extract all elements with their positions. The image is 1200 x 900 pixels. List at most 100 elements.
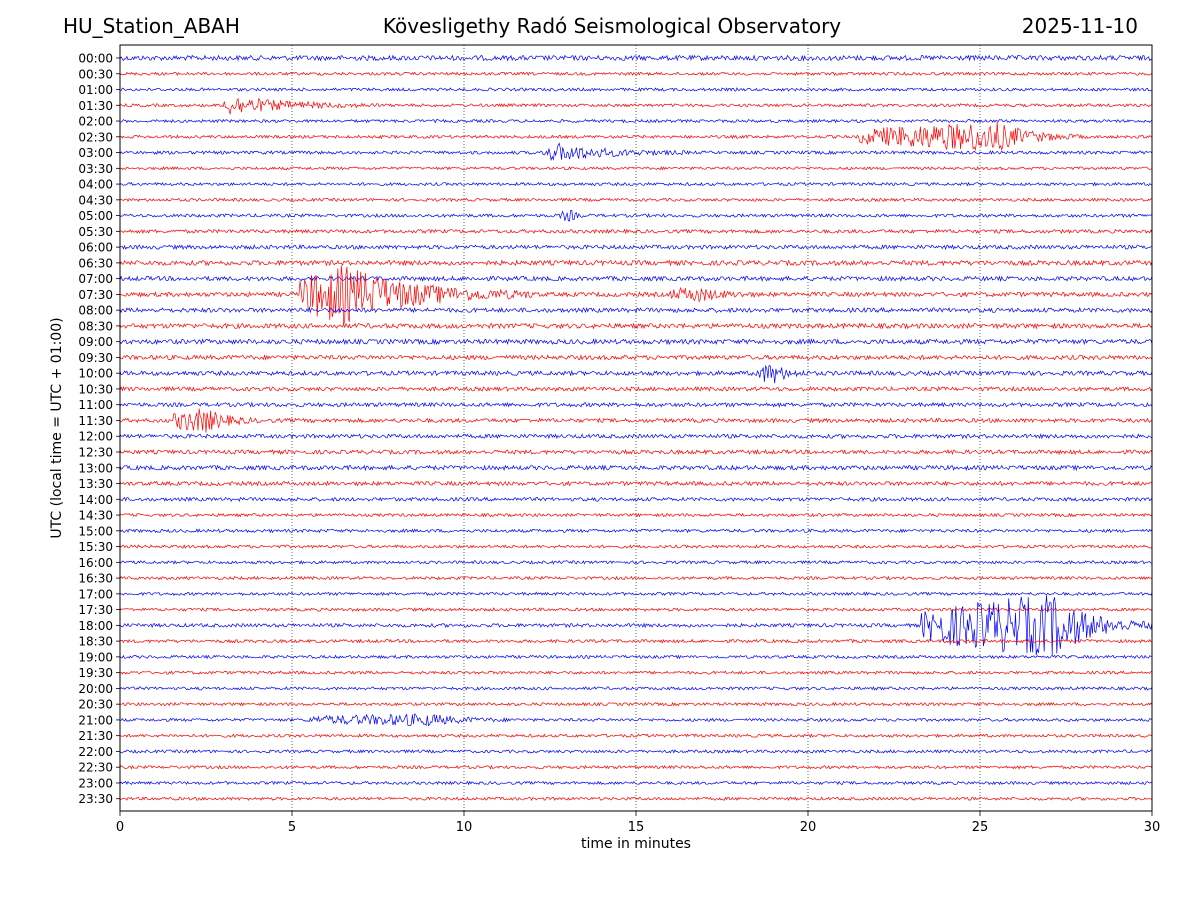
y-tick-label-2300: 23:00 [78, 776, 113, 790]
trace-0030 [120, 71, 1152, 77]
trace-2330 [120, 796, 1152, 802]
trace-0630 [120, 259, 1152, 267]
trace-0600 [120, 244, 1152, 251]
trace-2000 [120, 686, 1152, 691]
y-tick-label-1000: 10:00 [78, 367, 113, 381]
y-tick-label-1100: 11:00 [78, 398, 113, 412]
trace-1330 [120, 480, 1152, 487]
y-tick-label-1700: 17:00 [78, 587, 113, 601]
y-tick-label-0630: 06:30 [78, 256, 113, 270]
trace-0230 [120, 121, 1152, 152]
trace-1830 [120, 638, 1152, 644]
x-tick-label-15: 15 [628, 820, 645, 835]
trace-0500 [120, 209, 1152, 222]
trace-1700 [120, 591, 1152, 597]
y-tick-label-0030: 00:30 [78, 67, 113, 81]
trace-1230 [120, 448, 1152, 456]
y-tick-label-2030: 20:30 [78, 698, 113, 712]
trace-0300 [120, 142, 1152, 162]
y-tick-label-0430: 04:30 [78, 193, 113, 207]
y-tick-label-0130: 01:30 [78, 99, 113, 113]
y-tick-label-0800: 08:00 [78, 304, 113, 318]
y-tick-label-1400: 14:00 [78, 493, 113, 507]
x-tick-label-20: 20 [800, 820, 817, 835]
x-tick-label-30: 30 [1144, 820, 1161, 835]
y-tick-label-0500: 05:00 [78, 209, 113, 223]
trace-1130 [120, 408, 1152, 433]
trace-1630 [120, 575, 1152, 581]
trace-1400 [120, 496, 1152, 502]
y-tick-label-1530: 15:30 [78, 540, 113, 554]
y-tick-label-1300: 13:00 [78, 461, 113, 475]
trace-1730 [120, 607, 1152, 612]
y-tick-label-0900: 09:00 [78, 335, 113, 349]
x-axis-label: time in minutes [581, 836, 691, 852]
trace-1000 [120, 364, 1152, 384]
y-axis-label: UTC (local time = UTC + 01:00) [49, 317, 65, 539]
trace-2230 [120, 764, 1152, 770]
record-date: 2025-11-10 [1021, 14, 1138, 38]
trace-1900 [120, 654, 1152, 660]
trace-0930 [120, 354, 1152, 361]
y-tick-label-0230: 02:30 [78, 130, 113, 144]
y-tick-label-1430: 14:30 [78, 509, 113, 523]
y-tick-label-0600: 06:00 [78, 241, 113, 255]
y-tick-label-2200: 22:00 [78, 745, 113, 759]
trace-1600 [120, 559, 1152, 565]
x-tick-label-10: 10 [456, 820, 473, 835]
y-tick-label-2230: 22:30 [78, 761, 113, 775]
trace-0730 [120, 265, 1152, 325]
trace-0700 [120, 275, 1152, 283]
y-tick-label-1130: 11:30 [78, 414, 113, 428]
y-tick-label-1200: 12:00 [78, 430, 113, 444]
trace-1100 [120, 401, 1152, 408]
y-tick-label-1630: 16:30 [78, 572, 113, 586]
trace-1300 [120, 464, 1152, 472]
y-tick-label-0700: 07:00 [78, 272, 113, 286]
trace-2130 [120, 733, 1152, 739]
trace-1430 [120, 512, 1152, 518]
y-tick-label-1230: 12:30 [78, 446, 113, 460]
y-tick-label-1930: 19:30 [78, 666, 113, 680]
trace-2100 [120, 713, 1152, 727]
x-tick-label-25: 25 [972, 820, 989, 835]
trace-0800 [120, 306, 1152, 314]
trace-1930 [120, 670, 1152, 676]
trace-0900 [120, 338, 1152, 346]
y-tick-label-0100: 01:00 [78, 83, 113, 97]
trace-0530 [120, 228, 1152, 235]
y-tick-label-2000: 20:00 [78, 682, 113, 696]
traces-group [120, 54, 1152, 802]
y-tick-label-1500: 15:00 [78, 524, 113, 538]
y-tick-label-0300: 03:00 [78, 146, 113, 160]
trace-0330 [120, 166, 1152, 171]
y-tick-label-0330: 03:30 [78, 162, 113, 176]
trace-0400 [120, 181, 1152, 187]
y-tick-label-1830: 18:30 [78, 635, 113, 649]
y-tick-label-0200: 02:00 [78, 115, 113, 129]
trace-2200 [120, 749, 1152, 754]
y-tick-label-0830: 08:30 [78, 319, 113, 333]
y-tick-label-1900: 19:00 [78, 650, 113, 664]
y-tick-label-2100: 21:00 [78, 713, 113, 727]
trace-1200 [120, 433, 1152, 440]
trace-0830 [120, 322, 1152, 330]
y-tick-label-2330: 23:30 [78, 792, 113, 806]
trace-1800 [120, 595, 1152, 656]
trace-1530 [120, 544, 1152, 549]
observatory-title: Kövesligethy Radó Seismological Observat… [382, 14, 842, 38]
y-tick-label-2130: 21:30 [78, 729, 113, 743]
x-tick-label-5: 5 [288, 820, 296, 835]
trace-0200 [120, 118, 1152, 124]
y-tick-label-0930: 09:30 [78, 351, 113, 365]
trace-1500 [120, 528, 1152, 534]
y-tick-label-0000: 00:00 [78, 52, 113, 66]
y-tick-label-1330: 13:30 [78, 477, 113, 491]
y-tick-label-1800: 18:00 [78, 619, 113, 633]
y-tick-label-0730: 07:30 [78, 288, 113, 302]
trace-0100 [120, 87, 1152, 92]
y-tick-label-0400: 04:00 [78, 178, 113, 192]
y-tick-label-1030: 10:30 [78, 382, 113, 396]
trace-0000 [120, 54, 1152, 62]
